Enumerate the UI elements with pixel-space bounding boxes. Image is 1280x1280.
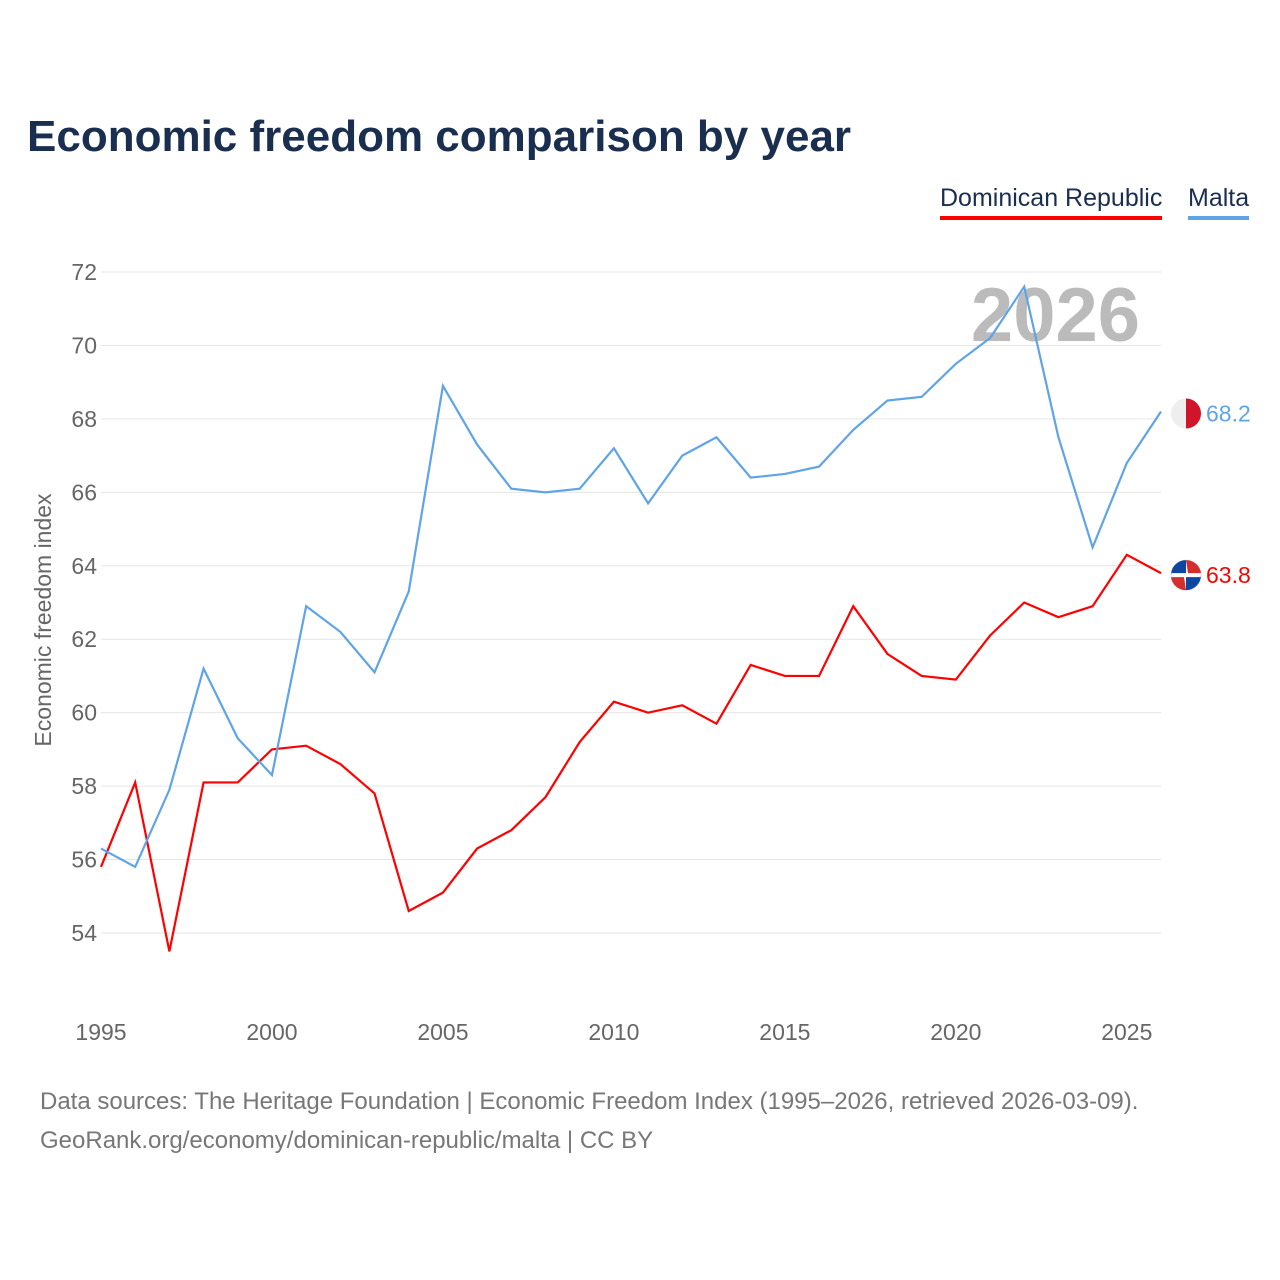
x-tick-label: 2000 bbox=[246, 1019, 297, 1045]
x-tick-label: 2025 bbox=[1101, 1019, 1152, 1045]
end-value-label: 68.2 bbox=[1206, 401, 1251, 427]
x-tick-label: 1995 bbox=[75, 1019, 126, 1045]
y-axis-label: Economic freedom index bbox=[30, 493, 56, 747]
flag-quadrant bbox=[1186, 560, 1201, 574]
x-tick-label: 2005 bbox=[417, 1019, 468, 1045]
flag-quadrant bbox=[1171, 560, 1186, 576]
flag-half bbox=[1186, 398, 1202, 429]
y-tick-label: 56 bbox=[71, 847, 97, 873]
x-tick-label: 2010 bbox=[588, 1019, 639, 1045]
y-tick-label: 64 bbox=[71, 553, 97, 579]
y-tick-label: 66 bbox=[71, 479, 97, 505]
y-tick-label: 62 bbox=[71, 626, 97, 652]
series-line-dominican-republic bbox=[99, 553, 1162, 952]
legend-dominican-republic[interactable]: Dominican Republic bbox=[940, 184, 1163, 220]
end-value-label: 63.8 bbox=[1206, 562, 1251, 588]
y-tick-label: 72 bbox=[71, 259, 97, 285]
x-tick-label: 2015 bbox=[759, 1019, 810, 1045]
y-tick-label: 58 bbox=[71, 773, 97, 799]
source-url[interactable]: GeoRank.org/economy/dominican-republic/m… bbox=[40, 1127, 654, 1154]
year-watermark: 2026 bbox=[971, 273, 1140, 358]
y-tick-label: 70 bbox=[71, 332, 97, 358]
y-tick-label: 60 bbox=[71, 700, 97, 726]
source-text: Data sources: The Heritage Foundation | … bbox=[40, 1088, 1139, 1115]
flag-quadrant bbox=[1171, 577, 1186, 591]
flag-quadrant bbox=[1186, 575, 1201, 591]
legend-malta[interactable]: Malta bbox=[1188, 184, 1250, 220]
y-tick-label: 54 bbox=[71, 920, 97, 946]
series-line-malta bbox=[100, 283, 1162, 869]
x-tick-label: 2020 bbox=[930, 1019, 981, 1045]
y-tick-label: 68 bbox=[71, 406, 97, 432]
chart-title: Economic freedom comparison by year bbox=[27, 112, 852, 161]
